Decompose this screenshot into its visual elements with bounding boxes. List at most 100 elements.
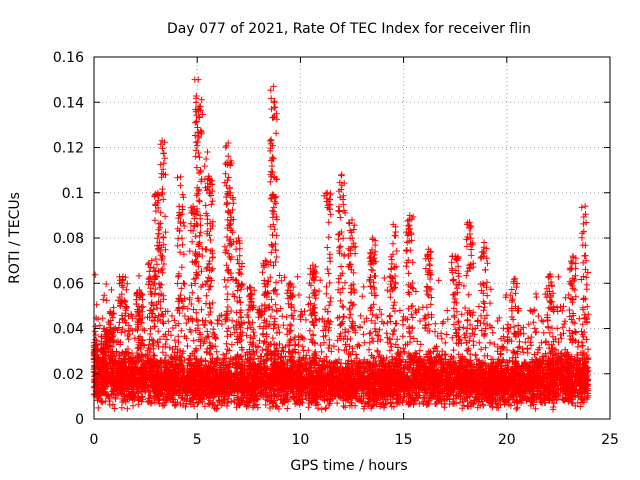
data-point [178, 327, 185, 334]
data-point [101, 292, 108, 299]
data-point [584, 346, 592, 353]
data-point [340, 402, 347, 410]
data-point [477, 312, 485, 320]
data-point [215, 317, 223, 324]
data-point [291, 307, 298, 314]
data-point [145, 341, 153, 348]
data-point [95, 404, 102, 412]
data-point [528, 333, 535, 341]
data-point [489, 329, 496, 336]
data-point [477, 319, 484, 327]
data-point [91, 328, 99, 335]
data-point [304, 359, 311, 366]
data-point [354, 341, 362, 348]
data-point [212, 334, 219, 342]
data-point [99, 315, 106, 322]
data-point [410, 335, 417, 342]
data-point [306, 327, 313, 334]
data-point [295, 341, 302, 349]
data-point [103, 297, 110, 304]
data-point [299, 334, 306, 341]
data-point [294, 273, 301, 280]
data-point [569, 400, 576, 407]
data-point [539, 318, 547, 325]
data-point [491, 340, 498, 348]
data-point [243, 332, 250, 339]
data-point [450, 321, 458, 328]
data-point [300, 347, 307, 354]
data-point [558, 335, 565, 342]
data-point [396, 307, 404, 314]
data-point [444, 307, 451, 314]
data-point [412, 288, 420, 295]
data-point [532, 290, 540, 298]
data-point [318, 406, 325, 413]
data-point [437, 330, 445, 337]
data-point [455, 318, 462, 325]
data-point [374, 314, 381, 321]
data-point [184, 342, 191, 350]
data-point [565, 291, 572, 299]
data-point [163, 336, 170, 343]
data-point [279, 344, 286, 351]
data-point [223, 402, 231, 410]
data-point [435, 277, 442, 284]
data-point [280, 321, 287, 329]
data-point [209, 299, 216, 307]
data-point [400, 345, 407, 352]
data-point [388, 343, 395, 350]
data-point [181, 280, 188, 288]
data-point [416, 317, 424, 325]
chart-title: Day 077 of 2021, Rate Of TEC Index for r… [167, 21, 531, 37]
data-point [530, 399, 537, 406]
data-point [432, 320, 439, 327]
data-point [376, 326, 383, 333]
data-point [108, 286, 115, 294]
data-point [535, 312, 542, 320]
data-point [475, 303, 483, 310]
data-point [502, 362, 509, 369]
data-point [336, 333, 343, 340]
data-point [135, 272, 143, 280]
data-point [375, 353, 382, 360]
data-point [277, 305, 284, 312]
data-point [371, 319, 379, 327]
data-point [322, 332, 329, 339]
data-point [368, 403, 376, 410]
data-point [334, 337, 341, 344]
data-point [98, 399, 106, 406]
data-point [562, 294, 569, 301]
data-point [482, 344, 489, 351]
data-point [284, 405, 291, 412]
data-point [175, 320, 182, 327]
data-point [442, 339, 449, 347]
data-point [116, 319, 123, 326]
data-point [497, 351, 504, 358]
data-point [279, 313, 286, 320]
data-point [201, 403, 209, 410]
data-point [194, 400, 201, 408]
data-point [201, 321, 209, 329]
data-point [581, 328, 588, 336]
data-point [496, 314, 503, 322]
data-point [96, 322, 103, 329]
data-point [416, 400, 423, 407]
data-point [513, 405, 520, 413]
data-point [560, 330, 567, 337]
data-point [532, 329, 539, 336]
data-point [482, 359, 489, 367]
data-point [363, 315, 370, 322]
data-point [486, 299, 494, 307]
data-point [552, 346, 560, 353]
data-point [326, 336, 333, 344]
data-point [345, 328, 352, 335]
data-point [533, 328, 540, 336]
data-point [125, 336, 132, 343]
data-point [266, 404, 274, 412]
data-point [319, 315, 326, 322]
data-point [416, 347, 423, 354]
data-point [503, 346, 511, 354]
data-point [131, 335, 138, 342]
data-point [94, 316, 102, 323]
